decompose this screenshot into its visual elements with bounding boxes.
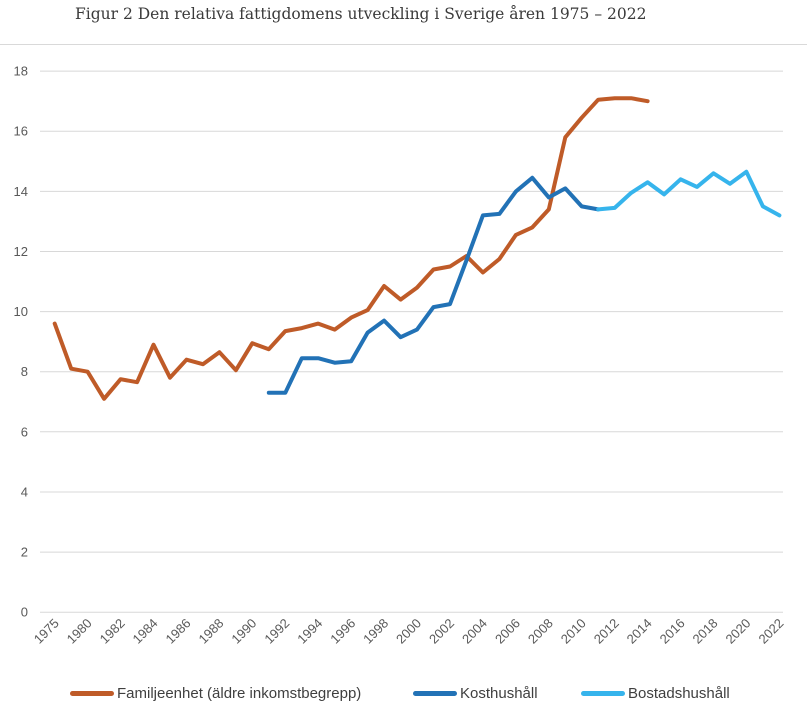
- y-tick-label: 0: [21, 605, 28, 620]
- x-tick-label: 1988: [195, 616, 226, 647]
- x-tick-label: 2002: [426, 616, 457, 647]
- series-line-1: [52, 96, 650, 401]
- series-line-3: [596, 169, 782, 218]
- y-tick-label: 18: [14, 64, 28, 79]
- x-tick-label: 1975: [31, 616, 62, 647]
- x-tick-label: 1994: [294, 616, 325, 647]
- x-tick-label: 2016: [657, 616, 688, 647]
- series-line-2: [266, 175, 601, 395]
- x-tick-label: 2018: [690, 616, 721, 647]
- x-tick-label: 1980: [64, 616, 95, 647]
- x-tick-label: 2012: [591, 616, 622, 647]
- chart-legend: Familjeenhet (äldre inkomstbegrepp) Kosth…: [0, 684, 807, 702]
- x-tick-label: 1992: [261, 616, 292, 647]
- x-tick-label: 1998: [360, 616, 391, 647]
- legend-item: Bostadshushåll: [581, 684, 730, 702]
- x-tick-label: 1996: [327, 616, 358, 647]
- y-tick-label: 10: [14, 304, 28, 319]
- x-tick-label: 2006: [492, 616, 523, 647]
- y-tick-label: 16: [14, 124, 28, 139]
- legend-line-swatch: [70, 690, 114, 696]
- x-tick-label: 1990: [228, 616, 259, 647]
- x-tick-label: 2000: [393, 616, 424, 647]
- y-tick-label: 14: [14, 184, 28, 199]
- legend-item: Familjeenhet (äldre inkomstbegrepp): [70, 684, 361, 702]
- y-tick-label: 6: [21, 424, 28, 439]
- x-tick-label: 1982: [97, 616, 128, 647]
- x-tick-label: 2014: [624, 616, 655, 647]
- x-tick-label: 1984: [130, 616, 161, 647]
- legend-label: Familjeenhet (äldre inkomstbegrepp): [117, 684, 362, 702]
- legend-line-swatch: [413, 690, 457, 696]
- x-tick-label: 2022: [755, 616, 786, 647]
- y-tick-label: 4: [21, 485, 28, 500]
- legend-item: Kosthushåll: [413, 684, 538, 702]
- x-tick-label: 2020: [722, 616, 753, 647]
- legend-label: Kosthushåll: [460, 684, 538, 702]
- y-tick-label: 12: [14, 244, 28, 259]
- legend-label: Bostadshushåll: [628, 684, 730, 702]
- x-tick-label: 1986: [163, 616, 194, 647]
- x-tick-label: 2004: [459, 616, 490, 647]
- chart-title: Figur 2 Den relativa fattigdomens utveck…: [75, 5, 647, 23]
- legend-line-swatch: [581, 690, 625, 696]
- title-bar: Figur 2 Den relativa fattigdomens utveck…: [0, 0, 807, 45]
- x-tick-label: 2008: [525, 616, 556, 647]
- y-tick-label: 2: [21, 545, 28, 560]
- x-tick-label: 2010: [558, 616, 589, 647]
- y-tick-label: 8: [21, 364, 28, 379]
